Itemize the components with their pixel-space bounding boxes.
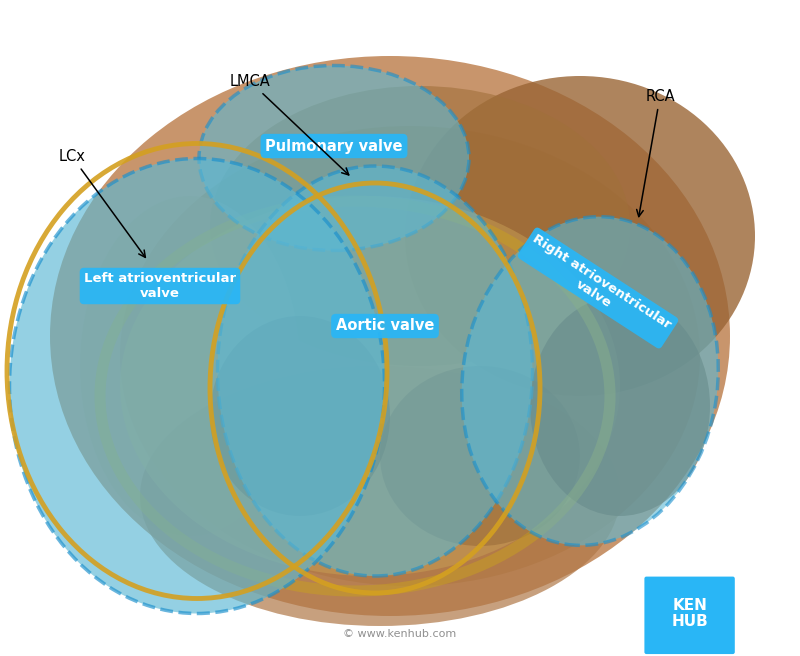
Ellipse shape <box>210 316 390 516</box>
Text: LMCA: LMCA <box>230 74 349 175</box>
Ellipse shape <box>405 76 755 396</box>
Text: © www.kenhub.com: © www.kenhub.com <box>343 629 457 639</box>
Ellipse shape <box>120 196 620 576</box>
Ellipse shape <box>10 159 385 613</box>
Text: LCx: LCx <box>58 149 146 257</box>
Text: Left atrioventricular
valve: Left atrioventricular valve <box>84 272 236 300</box>
FancyBboxPatch shape <box>645 577 734 654</box>
Ellipse shape <box>80 196 300 536</box>
Ellipse shape <box>380 366 580 546</box>
Ellipse shape <box>530 296 710 516</box>
Ellipse shape <box>140 366 620 626</box>
Text: Pulmonary valve: Pulmonary valve <box>266 138 402 154</box>
Text: Right atrioventricular
valve: Right atrioventricular valve <box>522 232 674 344</box>
Ellipse shape <box>120 126 700 586</box>
Text: RCA: RCA <box>637 89 675 216</box>
Ellipse shape <box>210 86 630 366</box>
Text: KEN
HUB: KEN HUB <box>671 598 708 629</box>
Text: Aortic valve: Aortic valve <box>336 319 434 333</box>
Ellipse shape <box>462 216 718 545</box>
Ellipse shape <box>50 56 730 616</box>
Ellipse shape <box>218 166 533 576</box>
Ellipse shape <box>199 66 469 251</box>
